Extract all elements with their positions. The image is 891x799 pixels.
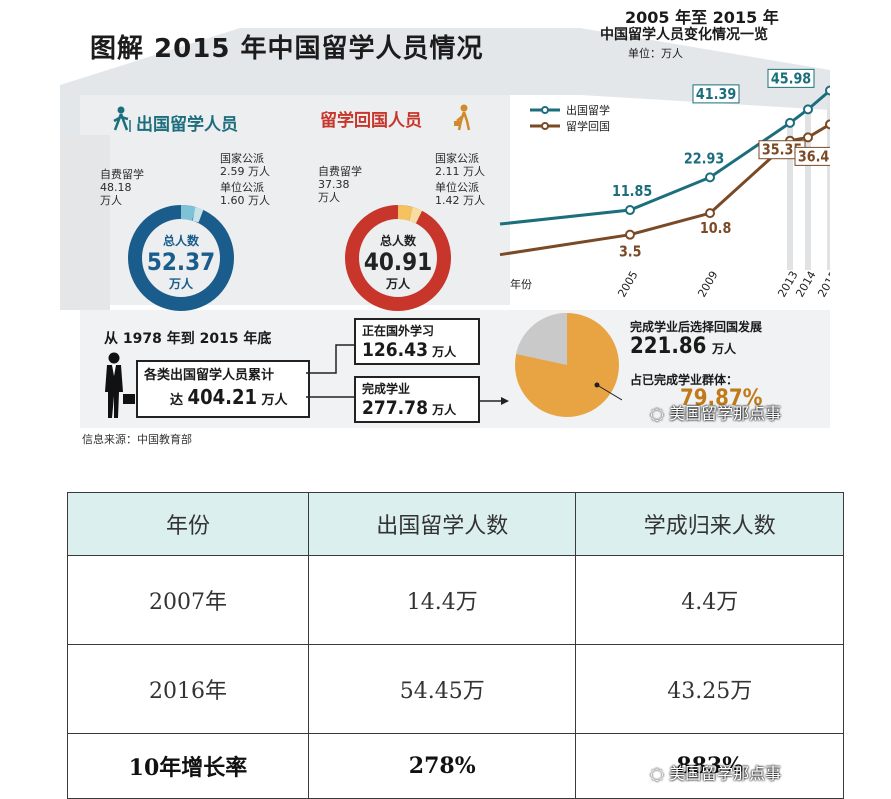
walking-person-icon [112, 106, 134, 136]
x-axis-label: 年份 [510, 277, 532, 291]
table-cell: 43.25万 [575, 644, 844, 734]
data-point [705, 172, 715, 183]
infographic-watermark: ◌ 美国留学那点事 [650, 404, 782, 423]
outbound-total: 总人数 52.37 万人 [146, 234, 216, 291]
returned-share-pie [515, 312, 622, 417]
infographic: 图解 2015 年中国留学人员情况 出国留学人员 自费留学 48.18 万人 国… [60, 0, 830, 450]
outbound-data-label: 41.39 [696, 86, 736, 103]
outbound-data-label: 11.85 [612, 183, 652, 200]
growth-table: 年份 出国留学人数 学成归来人数 2007年 14.4万 4.4万 2016年 … [67, 492, 844, 799]
since-label: 从 1978 年到 2015 年底 [104, 331, 272, 347]
page-watermark: ◌ 美国留学那点事 [650, 764, 782, 783]
returned-unit-funded: 单位公派 1.42 万人 [435, 181, 485, 207]
returned-donut [345, 205, 451, 311]
table-cell: 278% [307, 733, 577, 799]
data-point [785, 117, 795, 128]
table-row: 2007年 14.4万 4.4万 [67, 555, 844, 645]
returned-data-label: 35.35 [762, 142, 802, 159]
data-point [625, 205, 635, 216]
table-cell: 14.4万 [307, 555, 577, 645]
share-value: 79.87% [680, 386, 763, 406]
abroad-box: 正在国外学习 126.43 万人 [354, 318, 480, 365]
legend-label: 出国留学 [566, 103, 610, 117]
chart-subtitle: 中国留学人员变化情况一览 [600, 27, 768, 43]
outbound-data-label-box [767, 68, 815, 88]
returned-data-label: 3.5 [619, 244, 642, 261]
legend-marker [541, 106, 549, 114]
returned-data-label: 36.48 [798, 148, 830, 165]
returned-self-funded: 自费留学 37.38 万人 [318, 165, 362, 204]
chart-guide-bar [805, 109, 811, 270]
x-tick-label: 2009 [695, 269, 720, 300]
data-point [825, 85, 830, 96]
chart-guide-bar [787, 122, 793, 270]
x-tick-label: 2005 [615, 269, 640, 300]
returned-total: 总人数 40.91 万人 [363, 234, 433, 291]
cumulative-box: 各类出国留学人员累计 达 404.21 万人 [136, 360, 310, 418]
businessman-silhouette-icon [100, 352, 138, 426]
returned-development-label: 完成学业后选择回国发展 [630, 320, 763, 334]
outbound-state-funded: 国家公派 2.59 万人 [220, 152, 270, 178]
data-point [705, 208, 715, 219]
legend-label: 留学回国 [566, 119, 610, 133]
outbound-data-label: 22.93 [684, 150, 724, 167]
wechat-icon: ◌ [650, 764, 664, 783]
businessman-icon [453, 104, 475, 136]
outbound-data-label-box [692, 84, 740, 104]
chart-guide-bar [827, 90, 830, 270]
returned-state-funded: 国家公派 2.11 万人 [435, 152, 485, 178]
data-point [625, 229, 635, 240]
outbound-unit-funded: 单位公派 1.60 万人 [220, 181, 270, 207]
data-point [803, 132, 813, 143]
header-returned: 学成归来人数 [575, 492, 844, 556]
table-header-row: 年份 出国留学人数 学成归来人数 [67, 492, 844, 556]
infographic-title: 图解 2015 年中国留学人员情况 [90, 34, 484, 64]
table-row: 2016年 54.45万 43.25万 [67, 644, 844, 734]
chart-unit: 单位：万人 [628, 47, 683, 60]
wechat-icon: ◌ [650, 404, 664, 423]
table-cell: 2016年 [67, 644, 309, 734]
returned-heading: 留学回国人员 [320, 111, 422, 131]
outbound-heading: 出国留学人员 [136, 115, 238, 135]
table-cell: 10年增长率 [67, 733, 309, 799]
completed-box: 完成学业 277.78 万人 [354, 376, 480, 423]
table-cell: 4.4万 [575, 555, 844, 645]
returned-data-label: 10.8 [700, 220, 731, 237]
outbound-self-funded: 自费留学 48.18 万人 [100, 168, 144, 207]
returned-development-value: 221.86 万人 [630, 334, 736, 359]
share-label: 占已完成学业群体： [630, 373, 739, 387]
table-cell: 2007年 [67, 555, 309, 645]
x-tick-label: 2015 [815, 269, 830, 300]
chart-title: 2005 年至 2015 年 [625, 8, 779, 27]
header-outbound: 出国留学人数 [307, 492, 577, 556]
outbound-data-label: 45.98 [771, 70, 811, 87]
header-year: 年份 [67, 492, 309, 556]
data-point [803, 104, 813, 115]
data-point [825, 119, 830, 130]
returned-data-label-box [794, 146, 830, 166]
legend-marker [541, 122, 549, 130]
outbound-donut [128, 205, 234, 311]
table-cell: 54.45万 [307, 644, 577, 734]
source-note: 信息来源：中国教育部 [82, 433, 192, 446]
